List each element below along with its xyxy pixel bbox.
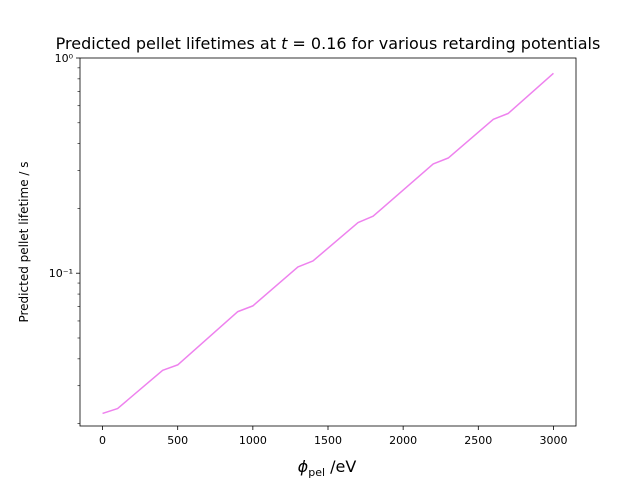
x-tick-label: 1500 [314,434,342,447]
y-tick-label: 10⁻¹ [49,267,73,280]
x-tick-label: 2000 [389,434,417,447]
x-tick-label: 0 [99,434,106,447]
svg-text:Predicted pellet lifetimes at: Predicted pellet lifetimes at t = 0.16 f… [56,34,601,53]
y-tick-label: 10⁰ [55,52,74,65]
axes-frame [79,57,577,427]
x-axis-label: ϕpel /eV [298,457,357,479]
x-tick-label: 500 [167,434,188,447]
y-axis-label: Predicted pellet lifetime / s [17,161,31,322]
chart-title: Predicted pellet lifetimes at t = 0.16 f… [56,34,601,53]
x-tick-label: 2500 [464,434,492,447]
x-tick-label: 3000 [539,434,567,447]
series-line [102,72,554,415]
plot-area: 0 500 1000 1500 2000 2500 3000 10⁻¹ 10⁰ [49,52,577,447]
x-tick-label: 1000 [239,434,267,447]
